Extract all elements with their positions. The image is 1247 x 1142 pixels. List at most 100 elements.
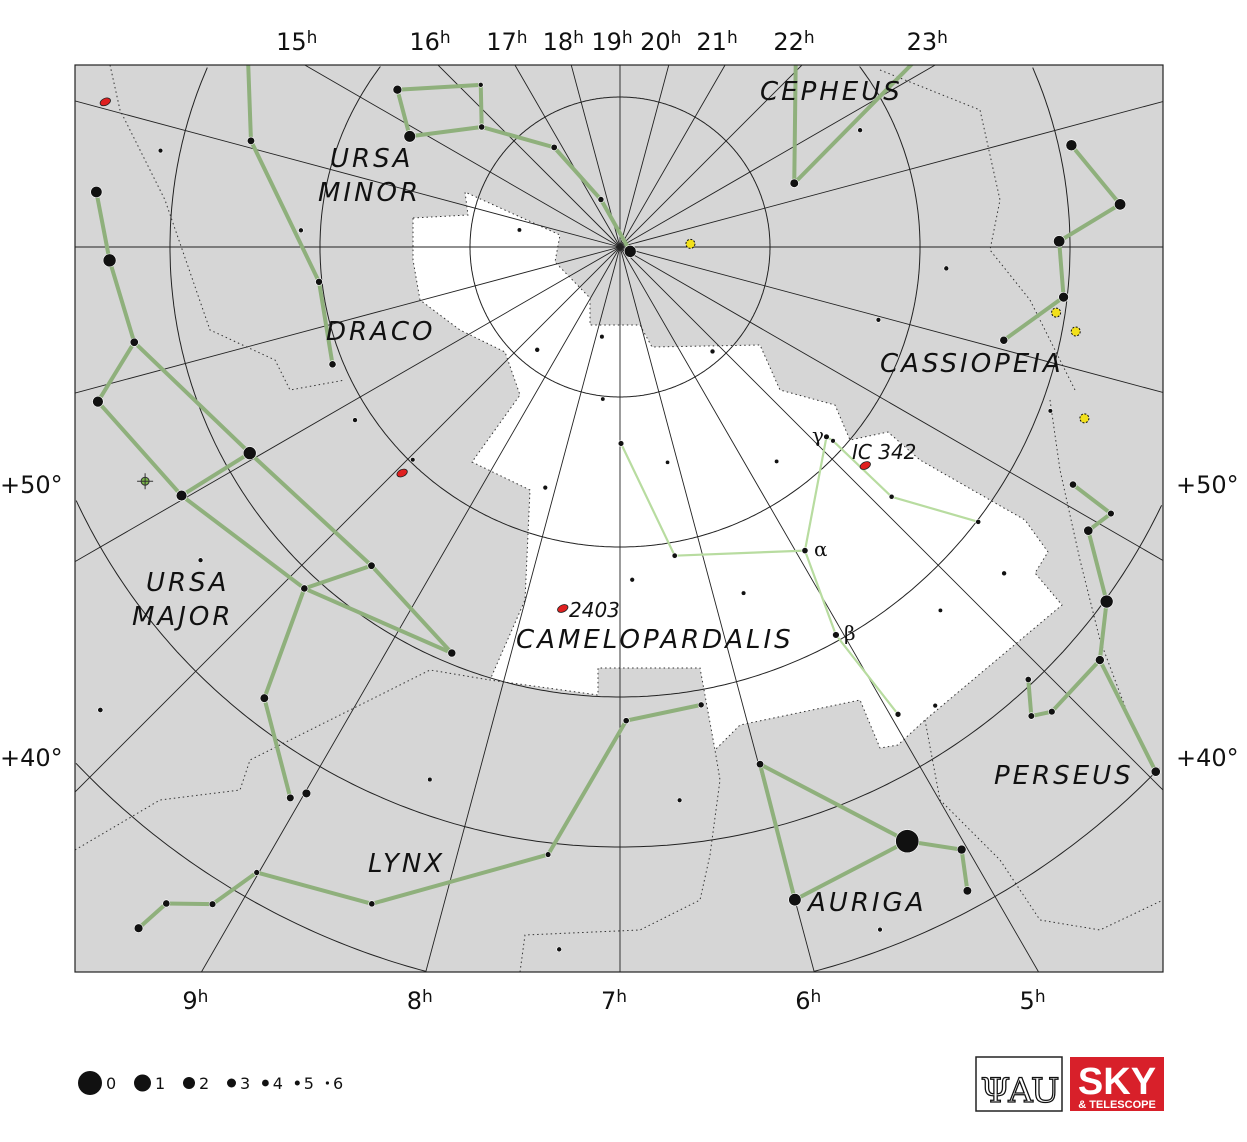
legend-star-mag-1 xyxy=(134,1074,151,1092)
constellation-line xyxy=(624,702,704,723)
star xyxy=(937,607,943,613)
constellation-line xyxy=(1001,295,1066,343)
legend-label-3: 3 xyxy=(240,1074,250,1093)
star-cam5 xyxy=(975,518,982,525)
star xyxy=(157,147,164,154)
star xyxy=(877,926,883,933)
legend-label-2: 2 xyxy=(199,1074,209,1093)
star xyxy=(600,396,606,402)
dec-label-50-left: +50° xyxy=(0,471,63,499)
dec-label-50-right: +50° xyxy=(1176,471,1239,499)
star-7cam xyxy=(894,711,902,718)
legend-star-mag-6 xyxy=(325,1081,329,1085)
star-lyn902 xyxy=(253,869,260,876)
star-ruchbah xyxy=(1058,291,1069,303)
star-kapdra xyxy=(315,278,323,286)
stars xyxy=(90,82,1161,953)
ra-label-6h: 6h xyxy=(795,987,821,1015)
legend-label-0: 0 xyxy=(106,1074,116,1093)
constellation-line xyxy=(598,197,633,254)
svg-text:SKY: SKY xyxy=(1078,1061,1156,1103)
legend-label-4: 4 xyxy=(273,1074,283,1093)
star-tauper xyxy=(1107,509,1115,518)
constellation-line xyxy=(1097,658,1158,774)
svg-text:ΨAU: ΨAU xyxy=(980,1071,1058,1111)
label-ursa-minor-1: URSA xyxy=(330,144,413,174)
star xyxy=(599,334,605,340)
star xyxy=(709,348,716,355)
star-etaumi xyxy=(477,82,484,88)
star xyxy=(352,417,358,423)
star-38lyn xyxy=(162,899,171,908)
star-etaper xyxy=(1069,480,1077,489)
ra-line-2h xyxy=(619,246,1163,393)
galaxy-icon xyxy=(557,604,569,613)
star-gamumi xyxy=(392,84,403,95)
star xyxy=(943,265,950,272)
star-merak xyxy=(175,489,188,502)
ra-label-5h: 5h xyxy=(1020,987,1046,1015)
camelopardalis-line xyxy=(803,549,838,637)
star-upsuma xyxy=(300,584,309,593)
ra-line-5h xyxy=(619,246,1039,972)
ra-label-15h: 15h xyxy=(276,28,317,56)
ra-label-18h: 18h xyxy=(543,28,584,56)
legend-star-mag-5 xyxy=(294,1080,300,1086)
star xyxy=(774,458,780,464)
star-caph xyxy=(1065,139,1078,152)
ra-label-9h: 9h xyxy=(182,987,208,1015)
star-48per xyxy=(1048,707,1056,716)
ra-label-23h: 23h xyxy=(907,28,948,56)
ra-line-21h xyxy=(619,65,726,248)
star-cam4 xyxy=(888,493,895,500)
constellation-line xyxy=(478,82,484,129)
variable-star xyxy=(685,238,696,249)
ra-label-17h: 17h xyxy=(486,28,527,56)
coordinate-grid xyxy=(75,65,1163,972)
ra-line-0h xyxy=(619,101,1163,248)
constellation-line xyxy=(758,762,797,902)
ra-line-11h xyxy=(75,246,621,563)
star xyxy=(556,946,562,953)
variable-star xyxy=(1079,413,1090,424)
ra-line-10h xyxy=(75,246,621,793)
camelopardalis-line xyxy=(803,435,828,552)
constellation-boundaries xyxy=(75,65,1163,972)
galaxy-icon xyxy=(396,468,408,478)
constellation-line xyxy=(248,138,322,284)
star-mirfak xyxy=(1099,594,1114,609)
ra-line-20h xyxy=(619,65,670,248)
star-etaaur xyxy=(962,886,972,896)
star-betcam xyxy=(832,631,840,639)
star-2lyn xyxy=(697,701,705,709)
constellation-line xyxy=(246,65,253,143)
ra-label-20h: 20h xyxy=(640,28,681,56)
constellation-line xyxy=(210,870,259,907)
variable-star xyxy=(1070,326,1081,337)
label-gamma: γ xyxy=(812,423,824,447)
label-draco: DRACO xyxy=(326,317,436,347)
star-thuban xyxy=(246,136,255,145)
camelopardalis-line xyxy=(834,633,900,716)
star-21lyn xyxy=(544,851,552,858)
dec-label-40-left: +40° xyxy=(0,744,63,772)
constellation-line xyxy=(132,340,252,456)
constellation-line xyxy=(792,839,910,902)
ra-line-16h xyxy=(437,65,621,248)
ra-line-22h xyxy=(619,65,803,248)
star xyxy=(1047,408,1053,414)
dec-circle-40 xyxy=(75,762,1160,972)
constellation-line xyxy=(1057,202,1123,244)
star-phecda xyxy=(92,395,104,408)
star-epsumi xyxy=(550,143,558,151)
star-23uma xyxy=(367,561,376,570)
constellation-line xyxy=(792,65,914,186)
constellation-line xyxy=(94,189,112,263)
constellation-line xyxy=(262,696,293,800)
label-ursa-major-2: MAJOR xyxy=(132,602,233,632)
constellation-line xyxy=(959,847,970,893)
star-cam3 xyxy=(830,438,836,444)
dec-label-40-right: +40° xyxy=(1176,744,1239,772)
label-camelopardalis: CAMELOPARDALIS xyxy=(516,625,794,655)
